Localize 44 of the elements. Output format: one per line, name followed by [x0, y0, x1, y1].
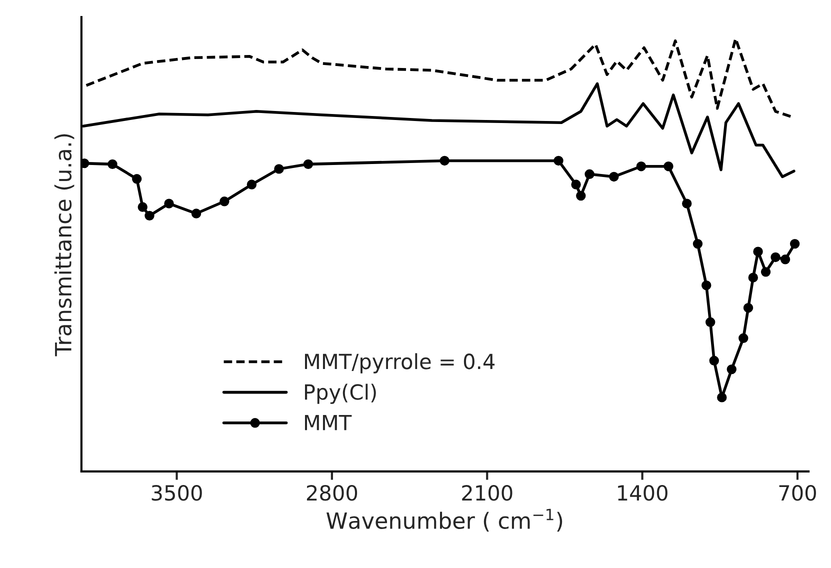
x-tick-label: 1400 [618, 485, 668, 501]
point [164, 198, 174, 208]
point [440, 156, 450, 166]
point [738, 333, 748, 344]
point [664, 161, 674, 172]
point [274, 164, 284, 174]
point [191, 208, 202, 218]
x-tick-label: 700 [779, 485, 816, 501]
legend-label: MMT/pyrrole = 0.4 [305, 353, 495, 374]
point [760, 267, 771, 277]
point [743, 302, 754, 313]
point [246, 180, 257, 190]
point [682, 198, 692, 208]
point [748, 272, 758, 282]
point [576, 190, 586, 201]
point [144, 210, 154, 221]
point [692, 238, 703, 249]
x-tick-label: 3500 [152, 485, 202, 501]
point [726, 364, 736, 374]
y-axis-title: Transmittance (u.a.) [54, 134, 74, 356]
point [303, 159, 314, 170]
point [717, 392, 727, 402]
x-axis-title: Wavenumber ( cm$^{−1}$) [326, 508, 562, 532]
x-tick-label: 2800 [306, 485, 358, 501]
point [770, 252, 780, 262]
point [81, 158, 90, 168]
point [702, 280, 712, 290]
point [220, 196, 230, 206]
point [609, 172, 619, 182]
point [584, 169, 594, 179]
point [709, 356, 719, 366]
point [705, 317, 716, 327]
point [138, 202, 148, 212]
point [108, 159, 118, 170]
point [753, 246, 763, 256]
legend-label: Ppy(Cl) [305, 384, 376, 404]
legend-label: MMT [305, 414, 352, 430]
point [780, 254, 790, 264]
point [132, 174, 142, 184]
point [554, 156, 564, 166]
point [636, 161, 646, 172]
x-tick-label: 2100 [462, 485, 512, 501]
point [571, 180, 581, 190]
point [790, 238, 800, 249]
